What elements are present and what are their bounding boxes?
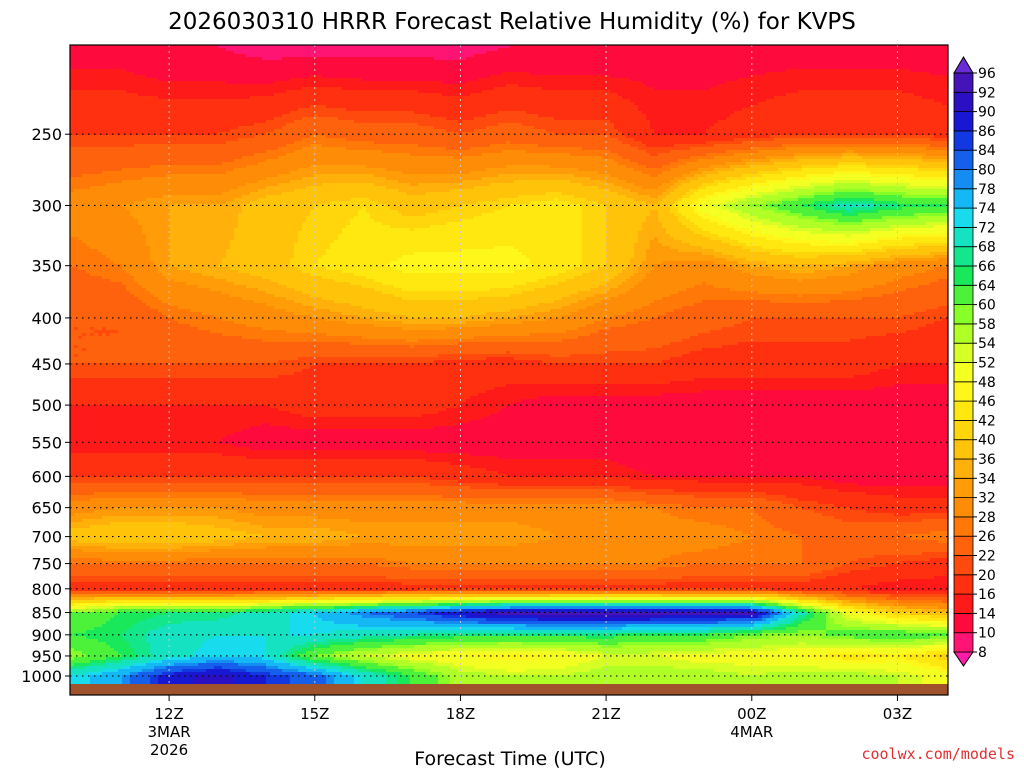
rh-contour-field [70, 45, 951, 695]
chart-title: 2026030310 HRRR Forecast Relative Humidi… [168, 9, 856, 35]
rh-time-height-chart: 2026030310 HRRR Forecast Relative Humidi… [0, 0, 1024, 768]
